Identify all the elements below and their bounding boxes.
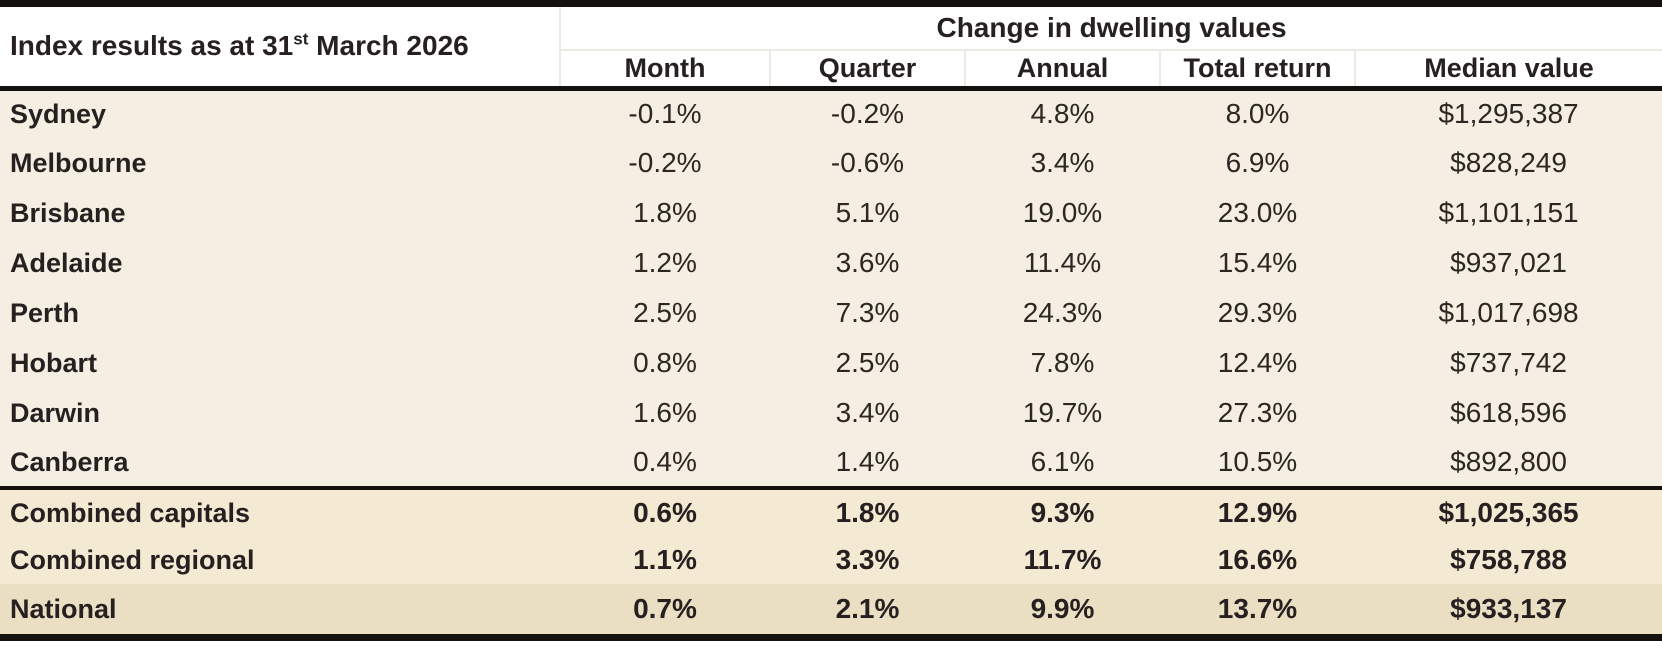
cell-median-value: $933,137 (1450, 593, 1567, 624)
table-row-darwin: Darwin 1.6% 3.4% 19.7% 27.3% $618,596 (0, 388, 1662, 438)
table-row-perth: Perth 2.5% 7.3% 24.3% 29.3% $1,017,698 (0, 288, 1662, 338)
col-header-annual: Annual (964, 50, 1160, 88)
cell-total-return: 13.7% (1217, 593, 1298, 624)
cell-total-return: 6.9% (1225, 147, 1290, 178)
cell-month: 1.6% (633, 397, 697, 428)
cell-median-value: $1,025,365 (1438, 497, 1579, 528)
cell-month: 1.8% (633, 197, 697, 228)
table-title-prefix: Index results as at 31 (10, 30, 294, 62)
row-label: Brisbane (10, 197, 126, 228)
cell-annual: 11.7% (1023, 544, 1102, 575)
cell-quarter: 3.6% (835, 247, 900, 278)
cell-median-value: $892,800 (1450, 446, 1567, 477)
row-label: National (10, 593, 117, 624)
table-row-adelaide: Adelaide 1.2% 3.6% 11.4% 15.4% $937,021 (0, 238, 1662, 288)
cell-month: 0.7% (633, 593, 697, 624)
table-row-combined-capitals: Combined capitals 0.6% 1.8% 9.3% 12.9% $… (0, 488, 1662, 536)
header-title-row: Index results as at 31st March 2026 Chan… (0, 7, 1662, 88)
table-row-national: National 0.7% 2.1% 9.9% 13.7% $933,137 (0, 584, 1662, 634)
cell-quarter: 7.3% (835, 297, 900, 328)
cell-total-return: 15.4% (1217, 247, 1298, 278)
cell-annual: 11.4% (1023, 247, 1102, 278)
col-header-total-return: Total return (1159, 50, 1355, 88)
cell-total-return: 16.6% (1217, 544, 1298, 575)
cell-median-value: $937,021 (1450, 247, 1567, 278)
cell-annual: 19.7% (1022, 397, 1103, 428)
row-label: Darwin (10, 397, 101, 428)
table-row-hobart: Hobart 0.8% 2.5% 7.8% 12.4% $737,742 (0, 338, 1662, 388)
cell-total-return: 12.4% (1217, 347, 1298, 378)
cell-median-value: $758,788 (1450, 544, 1567, 575)
cell-quarter: 2.5% (835, 347, 900, 378)
cell-month: 0.4% (633, 446, 697, 477)
row-label: Canberra (10, 446, 129, 477)
cell-annual: 7.8% (1030, 347, 1095, 378)
cell-median-value: $737,742 (1450, 347, 1567, 378)
cell-month: 1.2% (633, 247, 697, 278)
cell-quarter: 1.8% (835, 497, 900, 528)
col-header-quarter: Quarter (769, 50, 965, 88)
cell-annual: 9.9% (1030, 593, 1095, 624)
table-row-sydney: Sydney -0.1% -0.2% 4.8% 8.0% $1,295,387 (0, 88, 1662, 138)
table-row-melbourne: Melbourne -0.2% -0.6% 3.4% 6.9% $828,249 (0, 138, 1662, 188)
row-label: Adelaide (10, 247, 123, 278)
row-label: Sydney (10, 98, 107, 129)
cell-median-value: $1,017,698 (1438, 297, 1579, 328)
cell-annual: 3.4% (1030, 147, 1095, 178)
table-body: Sydney -0.1% -0.2% 4.8% 8.0% $1,295,387 … (0, 88, 1662, 634)
cell-median-value: $1,295,387 (1438, 98, 1579, 130)
cell-month: -0.1% (628, 98, 702, 130)
cell-quarter: -0.6% (830, 147, 905, 178)
cell-quarter: 1.4% (835, 446, 900, 477)
group-header-change-in-dwelling-values: Change in dwelling values (560, 7, 1662, 51)
cell-annual: 19.0% (1022, 197, 1103, 228)
table-title-suffix: March 2026 (308, 30, 469, 62)
cell-quarter: 3.3% (835, 544, 900, 575)
index-results-table: Index results as at 31st March 2026 Chan… (0, 7, 1662, 634)
cell-annual: 9.3% (1030, 497, 1095, 528)
col-header-median-value: Median value (1353, 50, 1662, 88)
cell-median-value: $1,101,151 (1438, 197, 1579, 228)
col-header-month: Month (559, 50, 770, 88)
cell-quarter: 5.1% (835, 197, 900, 228)
cell-quarter: -0.2% (830, 98, 905, 130)
cell-total-return: 8.0% (1225, 98, 1290, 130)
cell-month: 2.5% (633, 297, 697, 328)
row-label: Perth (10, 297, 80, 328)
row-label: Combined regional (10, 544, 255, 575)
cell-annual: 6.1% (1030, 446, 1095, 477)
cell-total-return: 23.0% (1217, 197, 1298, 228)
cell-quarter: 3.4% (835, 397, 900, 428)
row-label: Melbourne (10, 147, 147, 178)
cell-month: 1.1% (633, 544, 697, 575)
cell-median-value: $828,249 (1450, 147, 1567, 178)
table-title-ordinal: st (293, 29, 309, 49)
cell-total-return: 10.5% (1217, 446, 1298, 477)
cell-month: -0.2% (628, 147, 702, 178)
cell-total-return: 12.9% (1217, 497, 1298, 528)
row-label: Hobart (10, 347, 97, 378)
cell-month: 0.6% (633, 497, 697, 528)
cell-total-return: 27.3% (1217, 397, 1298, 428)
table-title: Index results as at 31st March 2026 (0, 7, 561, 88)
cell-annual: 24.3% (1022, 297, 1103, 328)
cell-quarter: 2.1% (835, 593, 900, 624)
cell-annual: 4.8% (1030, 98, 1095, 130)
table-header: Index results as at 31st March 2026 Chan… (0, 7, 1662, 88)
row-label: Combined capitals (10, 497, 251, 528)
table-row-canberra: Canberra 0.4% 1.4% 6.1% 10.5% $892,800 (0, 438, 1662, 488)
table-row-brisbane: Brisbane 1.8% 5.1% 19.0% 23.0% $1,101,15… (0, 188, 1662, 238)
table-row-combined-regional: Combined regional 1.1% 3.3% 11.7% 16.6% … (0, 536, 1662, 584)
header-columns-row: Month Quarter Annual Total return Median… (0, 50, 1662, 88)
cell-month: 0.8% (633, 347, 697, 378)
cell-total-return: 29.3% (1217, 297, 1298, 328)
cell-median-value: $618,596 (1450, 397, 1567, 428)
